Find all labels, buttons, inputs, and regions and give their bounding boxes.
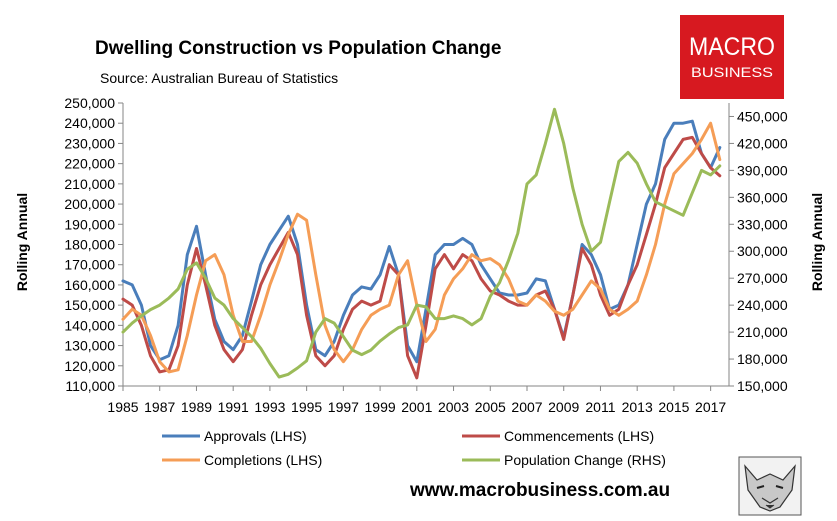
series-line-population-change — [121, 107, 722, 379]
x-tick-label: 1997 — [328, 399, 359, 415]
right-axis-ticks: 150,000 180,000 210,000 240,000 270,000 300,0… — [729, 108, 788, 394]
x-tick-label: 1985 — [107, 399, 138, 415]
legend-label-completions: Completions (LHS) — [204, 452, 322, 468]
website-url: www.macrobusiness.com.au — [409, 480, 670, 501]
left-tick-label: 110,000 — [65, 378, 115, 394]
right-tick-label: 420,000 — [737, 135, 788, 151]
left-tick-label: 130,000 — [64, 338, 115, 354]
right-tick-label: 450,000 — [737, 108, 788, 124]
x-axis-ticks: 1985 1987 1989 1991 1993 1995 1997 1999 2001 2003… — [107, 386, 726, 415]
legend-item-approvals: Approvals (LHS) — [162, 428, 307, 444]
x-axis: 1985 1987 1989 1991 1993 1995 1997 1999 2001 2003… — [107, 385, 729, 415]
left-tick-label: 170,000 — [64, 257, 115, 273]
left-axis-title: Rolling Annual — [14, 193, 30, 291]
wolf-head-icon — [738, 456, 802, 516]
right-tick-label: 390,000 — [737, 162, 788, 178]
series-line-completions — [121, 121, 722, 374]
logo-text-macro: MACRO — [689, 33, 775, 61]
x-tick-label: 2003 — [438, 399, 469, 415]
x-tick-label: 1987 — [144, 399, 175, 415]
chart-subtitle: Source: Australian Bureau of Statistics — [100, 70, 338, 86]
x-tick-label: 2007 — [511, 399, 542, 415]
right-tick-label: 210,000 — [737, 324, 788, 340]
x-tick-label: 2009 — [548, 399, 579, 415]
left-axis-ticks: 110,000 120,000 130,000 140,000 150,000 160,0… — [64, 95, 123, 394]
x-tick-label: 2017 — [695, 399, 726, 415]
legend-label-commencements: Commencements (LHS) — [504, 428, 654, 444]
x-tick-label: 2001 — [401, 399, 432, 415]
left-tick-label: 180,000 — [64, 237, 115, 253]
right-tick-label: 240,000 — [737, 297, 788, 313]
x-tick-label: 2005 — [475, 399, 506, 415]
legend-item-population-change: Population Change (RHS) — [462, 452, 666, 468]
left-tick-label: 220,000 — [64, 156, 115, 172]
legend: Approvals (LHS) Commencements (LHS) Comp… — [162, 428, 666, 468]
series-line-commencements — [121, 135, 722, 380]
left-tick-label: 160,000 — [64, 277, 115, 293]
logo-background — [680, 15, 784, 99]
left-tick-label: 250,000 — [64, 95, 115, 111]
x-tick-label: 2011 — [585, 399, 615, 415]
left-tick-label: 150,000 — [64, 297, 115, 313]
legend-label-population-change: Population Change (RHS) — [504, 452, 666, 468]
left-tick-label: 190,000 — [64, 216, 115, 232]
x-tick-label: 1995 — [291, 399, 322, 415]
macrobusiness-logo: MACRO BUSINESS — [680, 15, 784, 99]
series-lines — [121, 107, 722, 380]
chart-title: Dwelling Construction vs Population Chan… — [95, 38, 501, 59]
right-tick-label: 330,000 — [737, 216, 788, 232]
x-tick-label: 2015 — [658, 399, 689, 415]
left-tick-label: 140,000 — [64, 317, 115, 333]
x-tick-label: 1991 — [218, 399, 249, 415]
right-tick-label: 150,000 — [737, 378, 788, 394]
right-tick-label: 180,000 — [737, 351, 788, 367]
left-tick-label: 240,000 — [64, 115, 115, 131]
legend-label-approvals: Approvals (LHS) — [204, 428, 307, 444]
right-tick-label: 300,000 — [737, 243, 788, 259]
left-tick-label: 120,000 — [64, 358, 115, 374]
left-tick-label: 230,000 — [64, 135, 115, 151]
legend-item-completions: Completions (LHS) — [162, 452, 322, 468]
left-tick-label: 210,000 — [64, 176, 115, 192]
right-tick-label: 360,000 — [737, 189, 788, 205]
x-tick-label: 1993 — [254, 399, 285, 415]
right-tick-label: 270,000 — [737, 270, 788, 286]
left-tick-label: 200,000 — [64, 196, 115, 212]
right-axis: 150,000 180,000 210,000 240,000 270,000 300,0… — [728, 103, 788, 394]
x-tick-label: 1989 — [181, 399, 212, 415]
x-tick-label: 2013 — [622, 399, 653, 415]
right-axis-title: Rolling Annual — [809, 193, 825, 291]
legend-item-commencements: Commencements (LHS) — [462, 428, 654, 444]
x-tick-label: 1999 — [365, 399, 396, 415]
left-axis: 110,000 120,000 130,000 140,000 150,000 160,0… — [64, 95, 124, 394]
logo-text-business: BUSINESS — [691, 64, 773, 80]
